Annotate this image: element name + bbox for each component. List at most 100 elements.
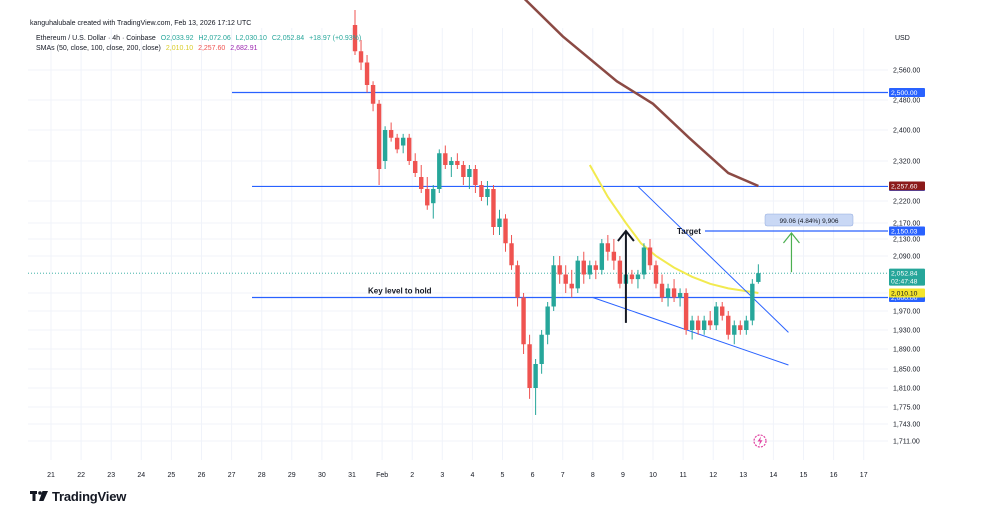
candle-body[interactable] — [629, 274, 635, 280]
target-label: Target — [677, 227, 701, 236]
x-tick-label: 8 — [591, 472, 595, 479]
candle-body[interactable] — [605, 243, 611, 252]
lightning-icon[interactable] — [753, 434, 767, 448]
x-tick-label: 21 — [47, 472, 55, 479]
candle-body[interactable] — [394, 137, 400, 150]
candle-body[interactable] — [726, 315, 731, 335]
candle-body[interactable] — [732, 325, 737, 335]
candle-body[interactable] — [587, 265, 592, 275]
candle-body[interactable] — [431, 189, 436, 204]
candle-body[interactable] — [425, 189, 430, 206]
candle-body[interactable] — [641, 247, 647, 275]
candle-body[interactable] — [521, 297, 526, 345]
x-tick-label: 25 — [168, 472, 176, 479]
candle-body[interactable] — [665, 288, 671, 298]
y-tick-label: 2,320.00 — [893, 159, 920, 166]
candle-body[interactable] — [437, 153, 442, 189]
candle-body[interactable] — [479, 185, 484, 197]
sma-label: SMAs (50, close, 100, close, 200, close) — [36, 45, 161, 52]
candle-body[interactable] — [370, 85, 376, 104]
arrow-head — [782, 232, 800, 244]
candle-body[interactable] — [491, 189, 496, 227]
candle-body[interactable] — [545, 306, 550, 335]
candle-body[interactable] — [744, 320, 749, 331]
symbol-legend[interactable]: Ethereum / U.S. Dollar · 4h · Coinbase O… — [36, 35, 364, 42]
candle-body[interactable] — [563, 274, 568, 284]
candle-body[interactable] — [551, 265, 556, 307]
candle-body[interactable] — [689, 320, 695, 331]
candle-body[interactable] — [485, 189, 490, 197]
x-tick-label: 5 — [501, 472, 505, 479]
y-tick-label: 1,810.00 — [893, 386, 920, 393]
sma50-value: 2,010.10 — [165, 45, 194, 52]
candle-body[interactable] — [581, 260, 586, 275]
candle-body[interactable] — [358, 51, 364, 63]
candle-body[interactable] — [707, 320, 713, 326]
price-tag: 2,052.84 — [891, 271, 918, 278]
candle-body[interactable] — [382, 130, 388, 161]
candle-body[interactable] — [473, 169, 478, 185]
candle-body[interactable] — [611, 251, 617, 261]
wedge-trendline[interactable] — [637, 186, 789, 333]
candle-body[interactable] — [364, 62, 370, 86]
candle-body[interactable] — [376, 103, 382, 169]
candle-body[interactable] — [683, 293, 689, 330]
horizontal-levels[interactable] — [28, 91, 888, 299]
candle-body[interactable] — [599, 243, 605, 270]
y-tick-label: 1,775.00 — [893, 405, 920, 412]
y-tick-label: 1,711.00 — [893, 439, 920, 446]
y-axis[interactable]: 2,560.00 2,480.00 2,400.00 2,320.00 2,220.00… — [893, 68, 920, 446]
candle-body[interactable] — [647, 247, 653, 266]
candle-body[interactable] — [720, 306, 725, 316]
sma-legend[interactable]: SMAs (50, close, 100, close, 200, close)… — [36, 45, 261, 52]
candle-body[interactable] — [400, 137, 406, 146]
candles[interactable] — [352, 10, 761, 415]
candle-body[interactable] — [527, 344, 532, 388]
candle-body[interactable] — [701, 320, 707, 331]
candle-body[interactable] — [539, 334, 544, 364]
candle-body[interactable] — [388, 130, 394, 138]
candle-body[interactable] — [617, 260, 623, 284]
candle-body[interactable] — [738, 325, 743, 330]
candle-body[interactable] — [557, 265, 562, 275]
candle-body[interactable] — [714, 306, 719, 326]
candle-body[interactable] — [443, 153, 448, 165]
sma50-tag: 2,010.10 — [891, 290, 918, 297]
moving-averages — [523, 0, 759, 294]
y-tick-label: 2,090.00 — [893, 254, 920, 261]
candle-body[interactable] — [653, 265, 659, 284]
candle-body[interactable] — [533, 364, 538, 388]
candle-body[interactable] — [413, 161, 418, 173]
candle-body[interactable] — [455, 161, 460, 165]
x-tick-label: 23 — [107, 472, 115, 479]
candle-body[interactable] — [677, 293, 683, 298]
candle-body[interactable] — [406, 137, 412, 161]
candle-body[interactable] — [575, 260, 580, 289]
candle-body[interactable] — [695, 320, 701, 331]
candle-body[interactable] — [352, 25, 358, 52]
candle-body[interactable] — [569, 283, 574, 289]
candle-body[interactable] — [750, 283, 755, 321]
candle-body[interactable] — [593, 265, 599, 270]
currency-label[interactable]: USD — [895, 35, 910, 42]
candle-body[interactable] — [467, 169, 472, 177]
candle-body[interactable] — [449, 161, 454, 165]
x-tick-label: 9 — [621, 472, 625, 479]
candle-body[interactable] — [461, 165, 466, 177]
candle-body[interactable] — [756, 273, 761, 282]
candle-body[interactable] — [635, 274, 641, 280]
candle-body[interactable] — [419, 177, 424, 189]
candle-body[interactable] — [509, 243, 514, 266]
x-axis[interactable]: 21 22 23 24 25 26 27 28 29 30 31 Feb 2 3 4 5 6 7 8 9 10 11 12 1… — [47, 472, 868, 479]
x-tick-label: 13 — [739, 472, 747, 479]
candle-body[interactable] — [497, 218, 502, 227]
candle-body[interactable] — [671, 288, 677, 298]
candle-body[interactable] — [503, 218, 508, 244]
candle-body[interactable] — [515, 265, 520, 298]
candle-body[interactable] — [659, 283, 665, 298]
x-tick-label: 22 — [77, 472, 85, 479]
y-tick-label: 2,170.00 — [893, 221, 920, 228]
x-tick-label: 24 — [137, 472, 145, 479]
level-tag: 2,150.03 — [891, 228, 918, 235]
